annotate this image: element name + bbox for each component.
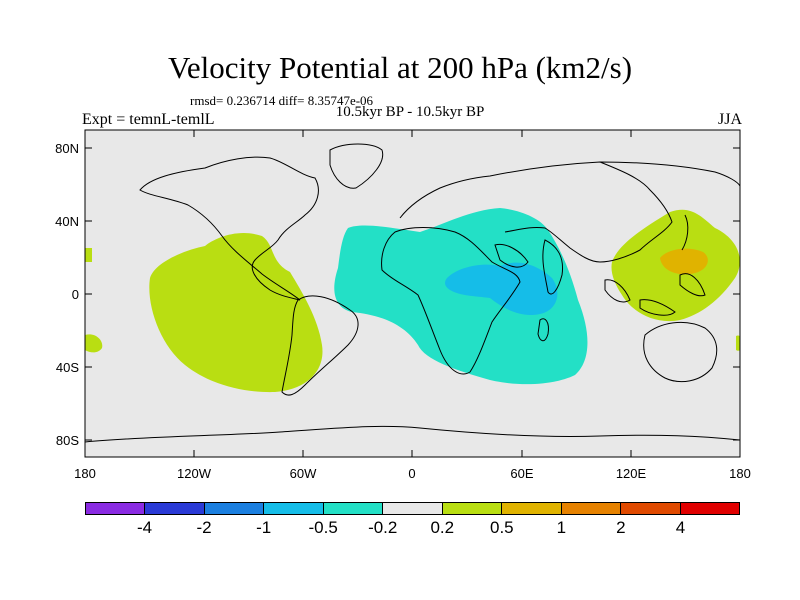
colorbar-label: 0.5 [489, 518, 514, 537]
colorbar-labels: -4 -2 -1 -0.5 -0.2 0.2 0.5 1 2 4 [85, 518, 740, 542]
colorbar-cell [621, 503, 681, 514]
colorbar-cell [502, 503, 562, 514]
colorbar-label: 0.2 [430, 518, 455, 537]
colorbar-label: -0.2 [368, 518, 398, 537]
colorbar-cell [204, 503, 265, 514]
lon-label: 0 [408, 466, 415, 481]
stats-text: rmsd= 0.236714 diff= 8.35747e-06 [190, 93, 374, 108]
season-label: JJA [717, 111, 742, 128]
lat-label: 80N [55, 141, 79, 156]
lon-label: 120E [616, 466, 647, 481]
lat-labels: 80N 40N 0 40S 80S [55, 141, 79, 448]
period-text: 10.5kyr BP - 10.5kyr BP [335, 104, 485, 120]
positive-field-edge-west [85, 248, 103, 353]
coastlines [85, 143, 740, 443]
lon-label: 60W [290, 466, 317, 481]
colorbar-cell [680, 503, 739, 514]
lon-label: 180 [74, 466, 96, 481]
colorbar-label: -1 [256, 518, 272, 537]
positive-field-westpacific-core [660, 248, 708, 275]
colorbar-label: -4 [136, 518, 153, 537]
lat-label: 40S [56, 360, 79, 375]
colorbar-label: -2 [196, 518, 212, 537]
colorbar-label: 2 [616, 518, 626, 537]
colorbar-cell [264, 503, 324, 514]
lat-label: 40N [55, 214, 79, 229]
colorbar-label: 4 [675, 518, 686, 537]
colorbar-cell [145, 503, 205, 514]
tick-marks [85, 130, 740, 457]
experiment-label: Expt = temnL-temlL [82, 111, 215, 128]
chart-title: Velocity Potential at 200 hPa (km2/s) [167, 50, 633, 85]
colorbar-label: -0.5 [308, 518, 338, 537]
colorbar-cell [561, 503, 622, 514]
positive-field-edge-east [736, 335, 740, 351]
colorbar-label: 1 [556, 518, 567, 537]
negative-field-africa [334, 208, 588, 385]
colorbar-cell [323, 503, 384, 514]
lon-label: 60E [510, 466, 533, 481]
contour-fields [85, 208, 740, 393]
colorbar-cell [383, 503, 443, 514]
colorbar-cell [86, 503, 146, 514]
colorbar [85, 502, 740, 515]
lon-labels: 180 120W 60W 0 60E 120E 180 [74, 466, 751, 481]
lon-label: 180 [729, 466, 751, 481]
lat-label: 0 [72, 287, 79, 302]
lon-label: 120W [177, 466, 212, 481]
colorbar-cell [442, 503, 503, 514]
negative-field-core [445, 262, 558, 316]
lat-label: 80S [56, 433, 79, 448]
positive-field-americas [149, 233, 323, 393]
